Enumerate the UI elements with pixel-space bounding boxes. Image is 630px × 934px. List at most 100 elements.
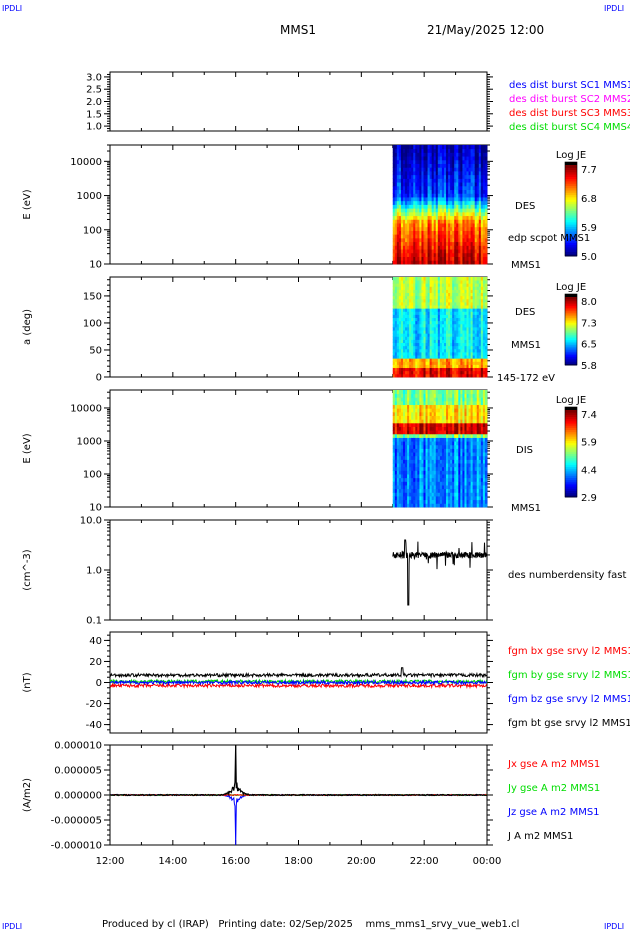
dis-energy-cell [407, 477, 410, 482]
des-pitch-cell [474, 277, 478, 281]
des-pitch-cell [450, 283, 453, 287]
des-energy-cell [396, 204, 400, 209]
dis-energy-cell [423, 422, 426, 427]
des-pitch-cell [478, 336, 482, 340]
des-pitch-cell [480, 373, 484, 378]
des-energy-cell [394, 252, 398, 257]
des-pitch-cell [464, 295, 467, 300]
des-energy-cell [400, 163, 404, 168]
des-pitch-cell [458, 345, 461, 350]
dis-energy-cell [466, 444, 469, 449]
des-pitch-cell [454, 370, 457, 375]
des-pitch-cell [407, 286, 410, 290]
des-pitch-cell [476, 339, 480, 344]
dis-energy-cell [415, 499, 418, 504]
des-energy-cell [407, 171, 410, 176]
des-energy-cell [421, 219, 424, 224]
colorbar-cell [565, 336, 577, 339]
des-pitch-cell [466, 295, 469, 300]
des-pitch-cell [413, 280, 416, 284]
des-energy-cell [392, 226, 396, 231]
dis-energy-cell [409, 397, 412, 402]
des-pitch-cell [429, 277, 433, 281]
colorbar-cell [565, 348, 577, 351]
dis-energy-cell [413, 477, 416, 482]
des-energy-cell [431, 237, 435, 243]
des-pitch-cell [405, 305, 408, 309]
dis-energy-cell [470, 437, 474, 442]
dis-energy-cell [433, 441, 437, 446]
dis-energy-cell [435, 466, 439, 471]
dis-energy-cell [439, 408, 443, 413]
des-energy-cell [396, 185, 400, 191]
colorbar-cell [565, 169, 577, 173]
dis-energy-cell [464, 496, 467, 501]
des-pitch-cell [409, 358, 412, 362]
des-energy-cell [400, 156, 404, 161]
des-energy-cell [470, 249, 474, 254]
des-pitch-cell [405, 314, 408, 319]
des-energy-cell [407, 223, 410, 228]
des-energy-cell [443, 145, 447, 150]
dis-energy-cell [448, 419, 451, 424]
des-energy-cell [454, 211, 457, 217]
des-energy-cell [400, 189, 404, 194]
des-pitch-cell [435, 361, 439, 365]
dis-energy-cell [439, 444, 443, 449]
des-pitch-cell [448, 348, 451, 353]
dis-energy-cell [421, 404, 424, 409]
des-energy-cell [474, 193, 478, 198]
des-energy-cell [472, 260, 476, 265]
dis-energy-cell [470, 415, 474, 420]
dis-energy-cell [464, 470, 467, 475]
dis-energy-cell [476, 485, 480, 490]
des-pitch-cell [454, 348, 457, 353]
des-pitch-cell [480, 358, 484, 362]
des-energy-cell [431, 197, 435, 202]
dis-energy-cell [480, 408, 484, 413]
dis-energy-cell [458, 393, 461, 398]
des-pitch-cell [402, 352, 406, 356]
dis-energy-cell [394, 463, 398, 468]
des-energy-cell [441, 204, 445, 209]
des-energy-cell [427, 219, 431, 224]
des-pitch-cell [439, 302, 443, 306]
dis-energy-cell [402, 411, 406, 416]
dis-energy-cell [470, 426, 474, 431]
dis-energy-cell [407, 455, 410, 460]
des-energy-cell [398, 256, 402, 261]
dis-energy-cell [478, 470, 482, 475]
des-pitch-cell [437, 286, 441, 290]
colorbar-cell [565, 494, 577, 498]
des-energy-cell [435, 174, 439, 179]
dis-energy-cell [456, 496, 459, 501]
des-energy-cell [443, 208, 447, 213]
dis-energy-cell [480, 422, 484, 427]
des-pitch-cell [419, 302, 422, 306]
colorbar-cell [565, 324, 577, 327]
des-pitch-cell [468, 364, 472, 369]
colorbar-cell [565, 230, 577, 234]
des-pitch-cell [417, 370, 420, 375]
dis-energy-cell [437, 422, 441, 427]
des-pitch-cell [400, 336, 404, 340]
des-energy-cell [474, 260, 478, 265]
des-pitch-cell [458, 311, 461, 315]
colorbar-cell [565, 167, 577, 171]
des-pitch-cell [466, 286, 469, 290]
des-pitch-cell [419, 286, 422, 290]
dis-energy-cell [417, 390, 420, 395]
des-energy-cell [484, 145, 488, 150]
des-energy-cell [450, 174, 453, 179]
des-energy-cell [464, 230, 467, 235]
dis-energy-cell [423, 496, 426, 501]
dis-energy-cell [482, 499, 486, 504]
des-pitch-cell [458, 333, 461, 337]
des-pitch-cell [409, 364, 412, 369]
des-energy-cell [398, 260, 402, 265]
des-pitch-cell [394, 336, 398, 340]
dis-energy-cell [466, 466, 469, 471]
dis-energy-cell [478, 477, 482, 482]
dis-energy-cell [407, 488, 410, 493]
des-pitch-cell [425, 345, 428, 350]
